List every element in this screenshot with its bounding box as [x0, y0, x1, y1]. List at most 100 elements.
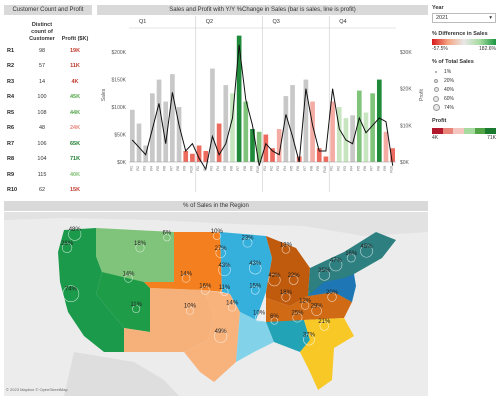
sales-bar[interactable]	[230, 93, 235, 162]
header-profit[interactable]: Profit ($K)	[61, 36, 89, 42]
map-pct-label: 21%	[318, 319, 331, 325]
x-tick-label: R8	[310, 166, 314, 171]
x-tick-label: R1	[263, 166, 267, 171]
size-legend-label: 20%	[444, 77, 455, 84]
x-tick-label: R5	[223, 166, 227, 171]
sales-bar[interactable]	[263, 134, 269, 162]
size-circle	[248, 261, 262, 275]
sales-bar[interactable]	[323, 156, 329, 162]
size-circle	[327, 292, 337, 302]
row-profit: 71K	[69, 156, 81, 163]
sales-bar[interactable]	[383, 131, 389, 162]
sales-bar[interactable]	[303, 79, 309, 162]
size-circle	[346, 253, 356, 263]
right-axis-tick: $20K	[400, 87, 412, 93]
sales-bar[interactable]	[376, 79, 382, 162]
x-tick-label: R5	[290, 166, 294, 171]
map-pct-label: 16%	[199, 283, 212, 289]
map-pct-label: 49%	[215, 329, 228, 335]
region-texas	[184, 290, 240, 382]
sales-bar[interactable]	[156, 79, 162, 162]
year-dropdown[interactable]: 2021 ▾	[432, 13, 496, 23]
sales-bar[interactable]	[276, 129, 282, 162]
region-mountain	[96, 272, 150, 332]
sales-bar[interactable]	[316, 148, 322, 162]
sales-bar[interactable]	[183, 151, 189, 162]
map-pct-label: 42%	[268, 273, 281, 279]
left-axis-tick: $150K	[112, 78, 127, 84]
region-south-central	[236, 312, 274, 362]
sales-bar[interactable]	[330, 101, 335, 162]
row-customer-count: 106	[37, 140, 47, 147]
x-tick-label: R9	[383, 166, 387, 171]
sales-bar[interactable]	[190, 153, 195, 162]
sales-bar[interactable]	[236, 35, 242, 162]
sales-bar[interactable]	[290, 85, 295, 162]
sales-bar[interactable]	[250, 129, 255, 162]
sales-bar[interactable]	[170, 74, 175, 162]
table-row[interactable]: R9 115 40K	[4, 167, 92, 183]
pct-total-title: % of Total Sales	[432, 59, 474, 65]
x-tick-label: R2	[203, 166, 207, 171]
sales-bar[interactable]	[336, 107, 342, 162]
row-profit: 45K	[69, 94, 81, 101]
size-circle	[124, 274, 133, 283]
region-map[interactable]: 48% 6% 28% 18% 74% 14% 14% 16% 11% 11% 10% 10% 27% 43…	[4, 212, 428, 396]
chart-svg[interactable]: Q1 Q2 Q3 Q4 $0K $50K $100K $150K $200K $0K $10K $20…	[97, 16, 428, 200]
sales-bar[interactable]	[350, 115, 355, 162]
sales-bar[interactable]	[356, 90, 362, 162]
sales-bar[interactable]	[196, 145, 202, 162]
sales-bar[interactable]	[363, 112, 369, 162]
row-customer-count: 62	[38, 187, 46, 194]
x-tick-label: R2	[136, 166, 140, 171]
x-tick-label: R1	[129, 166, 133, 171]
table-row[interactable]: R4 100 45K	[4, 90, 92, 106]
sales-bar[interactable]	[270, 148, 275, 162]
table-row[interactable]: R10 62 15K	[4, 183, 92, 199]
header-customer-count[interactable]: Distinct count of Customer	[29, 22, 55, 42]
table-row[interactable]: R2 57 11K	[4, 59, 92, 75]
sales-bar[interactable]	[390, 148, 395, 162]
map-pct-label: 47%	[330, 258, 343, 264]
size-circle	[215, 247, 226, 259]
row-customer-count: 14	[38, 78, 46, 85]
size-circle	[200, 285, 210, 295]
table-row[interactable]: R8 104 71K	[4, 152, 92, 168]
sales-bar[interactable]	[310, 101, 315, 162]
table-row[interactable]: R6 48 24K	[4, 121, 92, 137]
row-region: R9	[7, 171, 15, 178]
x-tick-label: R3	[276, 166, 280, 171]
sales-bar[interactable]	[216, 123, 222, 162]
quarter-label: Q3	[273, 19, 280, 25]
sales-bar[interactable]	[210, 68, 215, 162]
sales-profit-chart[interactable]: Q1 Q2 Q3 Q4 $0K $50K $100K $150K $200K $0K $10K $20…	[97, 16, 428, 200]
sales-bar[interactable]	[256, 131, 262, 162]
sales-bar[interactable]	[283, 96, 289, 162]
sales-bar[interactable]	[176, 107, 182, 162]
sales-bar[interactable]	[203, 151, 209, 162]
map-pct-label: 16%	[345, 251, 358, 257]
profit-line[interactable]	[131, 44, 394, 171]
sales-bar[interactable]	[130, 109, 135, 162]
size-legend-item: 40%	[432, 85, 496, 94]
row-region: R7	[7, 140, 15, 147]
table-row[interactable]: R1 98 19K	[4, 43, 92, 59]
sales-bar[interactable]	[136, 123, 142, 162]
sales-bar[interactable]	[223, 85, 229, 162]
right-axis-tick: $10K	[400, 123, 412, 129]
sales-bar[interactable]	[243, 101, 249, 162]
size-circle	[281, 245, 291, 254]
map-svg[interactable]: 48% 6% 28% 18% 74% 14% 14% 16% 11% 11% 10% 10% 27% 43…	[4, 212, 428, 396]
region-midwest	[220, 232, 272, 320]
x-tick-label: R2	[336, 166, 340, 171]
sales-bar[interactable]	[163, 101, 169, 162]
x-tick-label: R6	[363, 166, 367, 171]
row-customer-count: 57	[38, 63, 46, 70]
table-row[interactable]: R5 108 44K	[4, 105, 92, 121]
table-row[interactable]: R3 14 4K	[4, 74, 92, 90]
sales-bar[interactable]	[370, 93, 375, 162]
x-tick-label: R10	[256, 166, 260, 173]
table-row[interactable]: R7 106 65K	[4, 136, 92, 152]
map-pct-label: 22%	[288, 273, 301, 279]
map-pct-label: 6%	[270, 314, 279, 320]
